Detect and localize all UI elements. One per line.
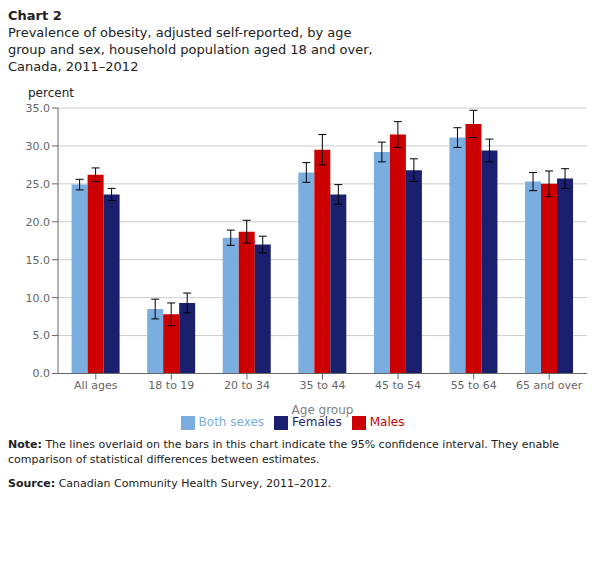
svg-text:5.0: 5.0 bbox=[33, 329, 51, 342]
svg-text:0.0: 0.0 bbox=[33, 367, 51, 380]
svg-text:55 to 64: 55 to 64 bbox=[451, 379, 497, 392]
html-text:Males: Males bbox=[369, 415, 405, 430]
svg-text:30.0: 30.0 bbox=[26, 140, 51, 153]
svg-text:45 to 54: 45 to 54 bbox=[375, 379, 421, 392]
html-text:Chart 2: Chart 2 bbox=[8, 8, 62, 23]
svg-text:20.0: 20.0 bbox=[26, 215, 51, 228]
html-text:Source: Canadian Community Hea: Source: Canadian Community Health Survey… bbox=[8, 477, 331, 491]
svg-text:18 to 19: 18 to 19 bbox=[148, 379, 194, 392]
svg-text:10.0: 10.0 bbox=[26, 291, 51, 304]
svg-text:All ages: All ages bbox=[74, 379, 118, 392]
html-text:percent: percent bbox=[28, 85, 74, 100]
svg-text:20 to 34: 20 to 34 bbox=[224, 379, 270, 392]
svg-text:25.0: 25.0 bbox=[26, 177, 51, 190]
svg-text:15.0: 15.0 bbox=[26, 253, 51, 266]
html-text:Note: The lines overlaid on th: Note: The lines overlaid on the bars in … bbox=[8, 437, 559, 466]
svg-text:35 to 44: 35 to 44 bbox=[299, 379, 345, 392]
svg-text:35.0: 35.0 bbox=[26, 102, 51, 115]
html-text:Prevalence of obesity, adjuste: Prevalence of obesity, adjusted self-rep… bbox=[8, 25, 373, 74]
html-text:Females: Females bbox=[292, 415, 342, 430]
svg-text:65 and over: 65 and over bbox=[516, 379, 583, 392]
svg-text:Age group: Age group bbox=[292, 402, 354, 416]
html-text:Both sexes: Both sexes bbox=[198, 415, 265, 430]
